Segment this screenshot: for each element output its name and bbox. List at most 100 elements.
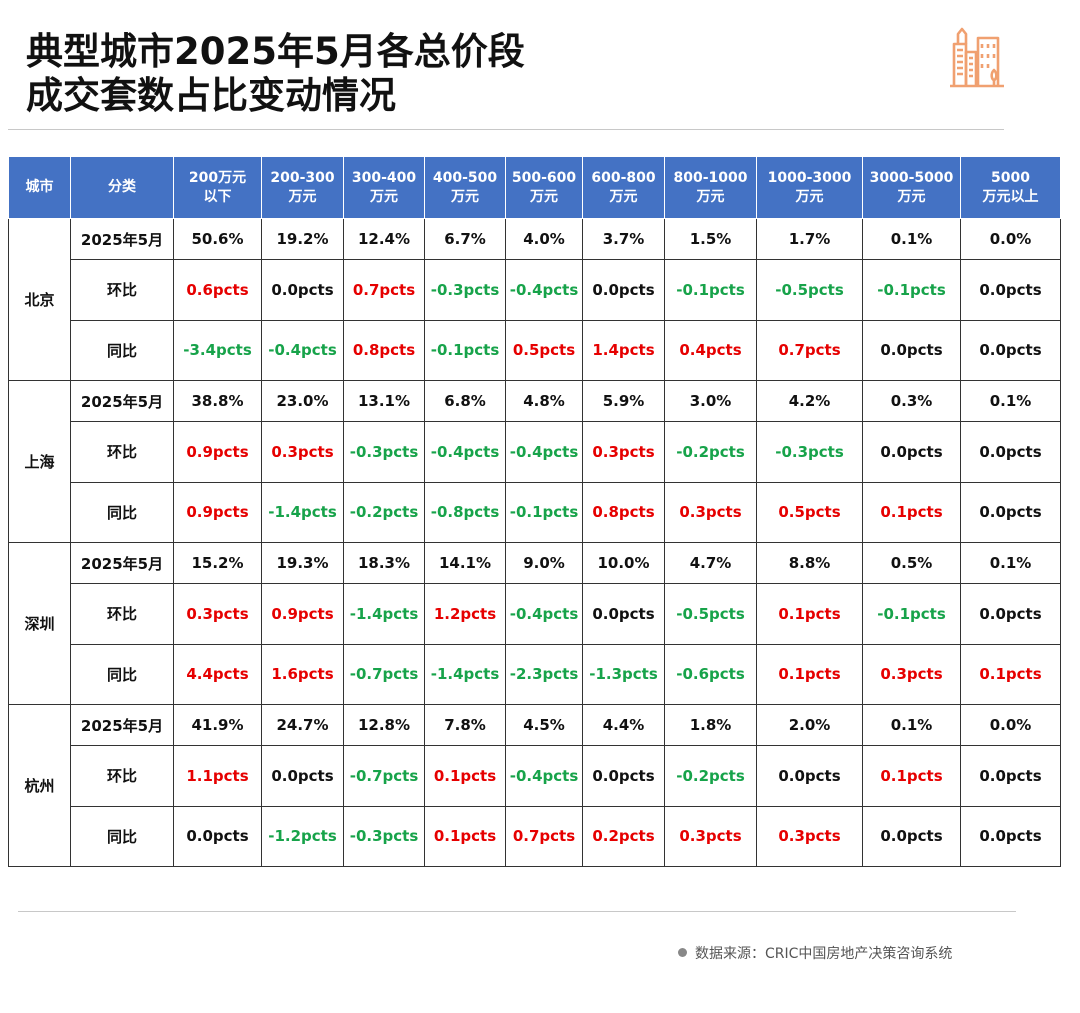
- value-cell: 1.2pcts: [424, 583, 506, 645]
- value-cell: 3.7%: [582, 218, 665, 260]
- table-row: 环比 0.3pcts 0.9pcts -1.4pcts 1.2pcts -0.4pcts 0…: [9, 583, 1061, 645]
- value-cell: 0.6pcts: [173, 259, 262, 321]
- column-header: 200万元 以下: [173, 156, 262, 219]
- table-row: 环比 0.9pcts 0.3pcts -0.3pcts -0.4pcts -0.4pcts…: [9, 421, 1061, 483]
- value-cell: 12.4%: [343, 218, 425, 260]
- value-cell: 0.3%: [862, 380, 961, 422]
- value-cell: 0.2pcts: [582, 805, 665, 867]
- column-header: 200-300 万元: [261, 156, 344, 219]
- value-cell: 0.1pcts: [862, 481, 961, 543]
- table-row: 同比 0.0pcts -1.2pcts -0.3pcts 0.1pcts 0.7pcts 0…: [9, 805, 1061, 867]
- value-cell: 15.2%: [173, 542, 262, 584]
- value-cell: -0.5pcts: [756, 259, 863, 321]
- value-cell: 1.6pcts: [261, 643, 344, 705]
- row-label-cell: 2025年5月: [70, 704, 174, 746]
- table-row: 同比 4.4pcts 1.6pcts -0.7pcts -1.4pcts -2.3pcts…: [9, 643, 1061, 705]
- value-cell: 0.0pcts: [261, 745, 344, 807]
- value-cell: 50.6%: [173, 218, 262, 260]
- bullet-dot-icon: [678, 948, 687, 957]
- table-body: 北京 2025年5月 50.6% 19.2% 12.4% 6.7% 4.0% 3.7% 1.5%…: [8, 218, 1061, 867]
- value-cell: 41.9%: [173, 704, 262, 746]
- value-cell: 4.4%: [582, 704, 665, 746]
- value-cell: -0.1pcts: [424, 319, 506, 381]
- value-cell: -0.2pcts: [664, 421, 757, 483]
- value-cell: -0.1pcts: [862, 259, 961, 321]
- value-cell: -0.4pcts: [505, 745, 583, 807]
- value-cell: 0.1%: [862, 218, 961, 260]
- value-cell: 0.1pcts: [424, 745, 506, 807]
- value-cell: 0.3pcts: [862, 643, 961, 705]
- value-cell: 0.8pcts: [343, 319, 425, 381]
- value-cell: -0.5pcts: [664, 583, 757, 645]
- row-label-cell: 2025年5月: [70, 218, 174, 260]
- value-cell: -0.3pcts: [756, 421, 863, 483]
- value-cell: 0.0%: [960, 218, 1061, 260]
- value-cell: 0.0pcts: [960, 421, 1061, 483]
- source-note: 数据来源：CRIC中国房地产决策咨询系统: [678, 943, 952, 963]
- value-cell: 23.0%: [261, 380, 344, 422]
- value-cell: 13.1%: [343, 380, 425, 422]
- value-cell: -1.2pcts: [261, 805, 344, 867]
- value-cell: -0.4pcts: [505, 583, 583, 645]
- value-cell: -0.2pcts: [343, 481, 425, 543]
- page-title: 典型城市2025年5月各总价段 成交套数占比变动情况: [26, 30, 525, 118]
- value-cell: -0.1pcts: [664, 259, 757, 321]
- value-cell: 0.0pcts: [582, 259, 665, 321]
- value-cell: -0.7pcts: [343, 745, 425, 807]
- value-cell: -1.4pcts: [343, 583, 425, 645]
- table-row: 环比 1.1pcts 0.0pcts -0.7pcts 0.1pcts -0.4pcts 0…: [9, 745, 1061, 807]
- value-cell: -0.6pcts: [664, 643, 757, 705]
- value-cell: 0.7pcts: [505, 805, 583, 867]
- value-cell: 1.4pcts: [582, 319, 665, 381]
- value-cell: 1.5%: [664, 218, 757, 260]
- column-header: 5000 万元以上: [960, 156, 1061, 219]
- value-cell: 0.0pcts: [960, 583, 1061, 645]
- city-buildings-icon: [950, 27, 1004, 88]
- value-cell: 1.1pcts: [173, 745, 262, 807]
- row-label-cell: 同比: [70, 805, 174, 867]
- table-row: 环比 0.6pcts 0.0pcts 0.7pcts -0.3pcts -0.4pcts 0…: [9, 259, 1061, 321]
- value-cell: 0.3pcts: [173, 583, 262, 645]
- value-cell: 12.8%: [343, 704, 425, 746]
- value-cell: 0.0pcts: [862, 421, 961, 483]
- value-cell: -1.3pcts: [582, 643, 665, 705]
- value-cell: 0.0pcts: [862, 805, 961, 867]
- value-cell: 4.5%: [505, 704, 583, 746]
- value-cell: -1.4pcts: [261, 481, 344, 543]
- value-cell: 0.9pcts: [173, 481, 262, 543]
- value-cell: 5.9%: [582, 380, 665, 422]
- value-cell: 0.4pcts: [664, 319, 757, 381]
- city-cell: 北京: [8, 218, 71, 381]
- value-cell: -0.4pcts: [424, 421, 506, 483]
- value-cell: 4.8%: [505, 380, 583, 422]
- row-label-cell: 2025年5月: [70, 542, 174, 584]
- value-cell: 0.3pcts: [756, 805, 863, 867]
- value-cell: -0.1pcts: [505, 481, 583, 543]
- value-cell: -3.4pcts: [173, 319, 262, 381]
- city-cell: 上海: [8, 380, 71, 543]
- source-text: 数据来源：CRIC中国房地产决策咨询系统: [695, 946, 953, 962]
- row-label-cell: 环比: [70, 583, 174, 645]
- value-cell: 0.0pcts: [582, 583, 665, 645]
- title-line-2: 成交套数占比变动情况: [26, 74, 396, 117]
- value-cell: 0.7pcts: [756, 319, 863, 381]
- value-cell: -2.3pcts: [505, 643, 583, 705]
- value-cell: -0.8pcts: [424, 481, 506, 543]
- value-cell: 19.2%: [261, 218, 344, 260]
- value-cell: 19.3%: [261, 542, 344, 584]
- value-cell: -0.4pcts: [505, 421, 583, 483]
- value-cell: -0.2pcts: [664, 745, 757, 807]
- value-cell: 0.7pcts: [343, 259, 425, 321]
- value-cell: 0.0pcts: [960, 745, 1061, 807]
- table-row: 同比 0.9pcts -1.4pcts -0.2pcts -0.8pcts -0.1pct…: [9, 481, 1061, 543]
- value-cell: 4.2%: [756, 380, 863, 422]
- value-cell: 0.1pcts: [862, 745, 961, 807]
- row-label-cell: 同比: [70, 319, 174, 381]
- value-cell: 24.7%: [261, 704, 344, 746]
- value-cell: 0.0pcts: [862, 319, 961, 381]
- value-cell: 4.0%: [505, 218, 583, 260]
- value-cell: 0.1%: [862, 704, 961, 746]
- value-cell: 10.0%: [582, 542, 665, 584]
- value-cell: 0.9pcts: [261, 583, 344, 645]
- row-label-cell: 同比: [70, 481, 174, 543]
